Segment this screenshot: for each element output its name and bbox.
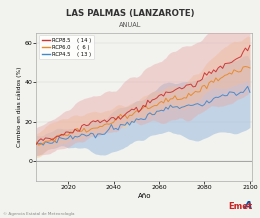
Text: © Agencia Estatal de Meteorología: © Agencia Estatal de Meteorología	[3, 212, 74, 216]
Text: Emet: Emet	[228, 203, 252, 211]
Text: LAS PALMAS (LANZAROTE): LAS PALMAS (LANZAROTE)	[66, 9, 194, 18]
Legend: RCP8.5    ( 14 ), RCP6.0    (  6 ), RCP4.5    ( 13 ): RCP8.5 ( 14 ), RCP6.0 ( 6 ), RCP4.5 ( 13…	[39, 35, 94, 59]
Y-axis label: Cambio en días cálidos (%): Cambio en días cálidos (%)	[16, 66, 22, 147]
Text: ANUAL: ANUAL	[119, 22, 141, 28]
Text: A: A	[244, 201, 252, 211]
X-axis label: Año: Año	[138, 193, 151, 199]
